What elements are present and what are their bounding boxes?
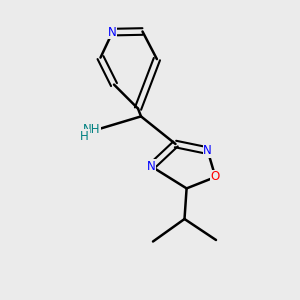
Text: N: N <box>147 160 156 173</box>
Text: H: H <box>80 130 89 143</box>
Text: NH: NH <box>83 122 100 136</box>
Text: N: N <box>108 26 117 39</box>
Text: O: O <box>211 170 220 184</box>
Text: N: N <box>203 144 212 157</box>
